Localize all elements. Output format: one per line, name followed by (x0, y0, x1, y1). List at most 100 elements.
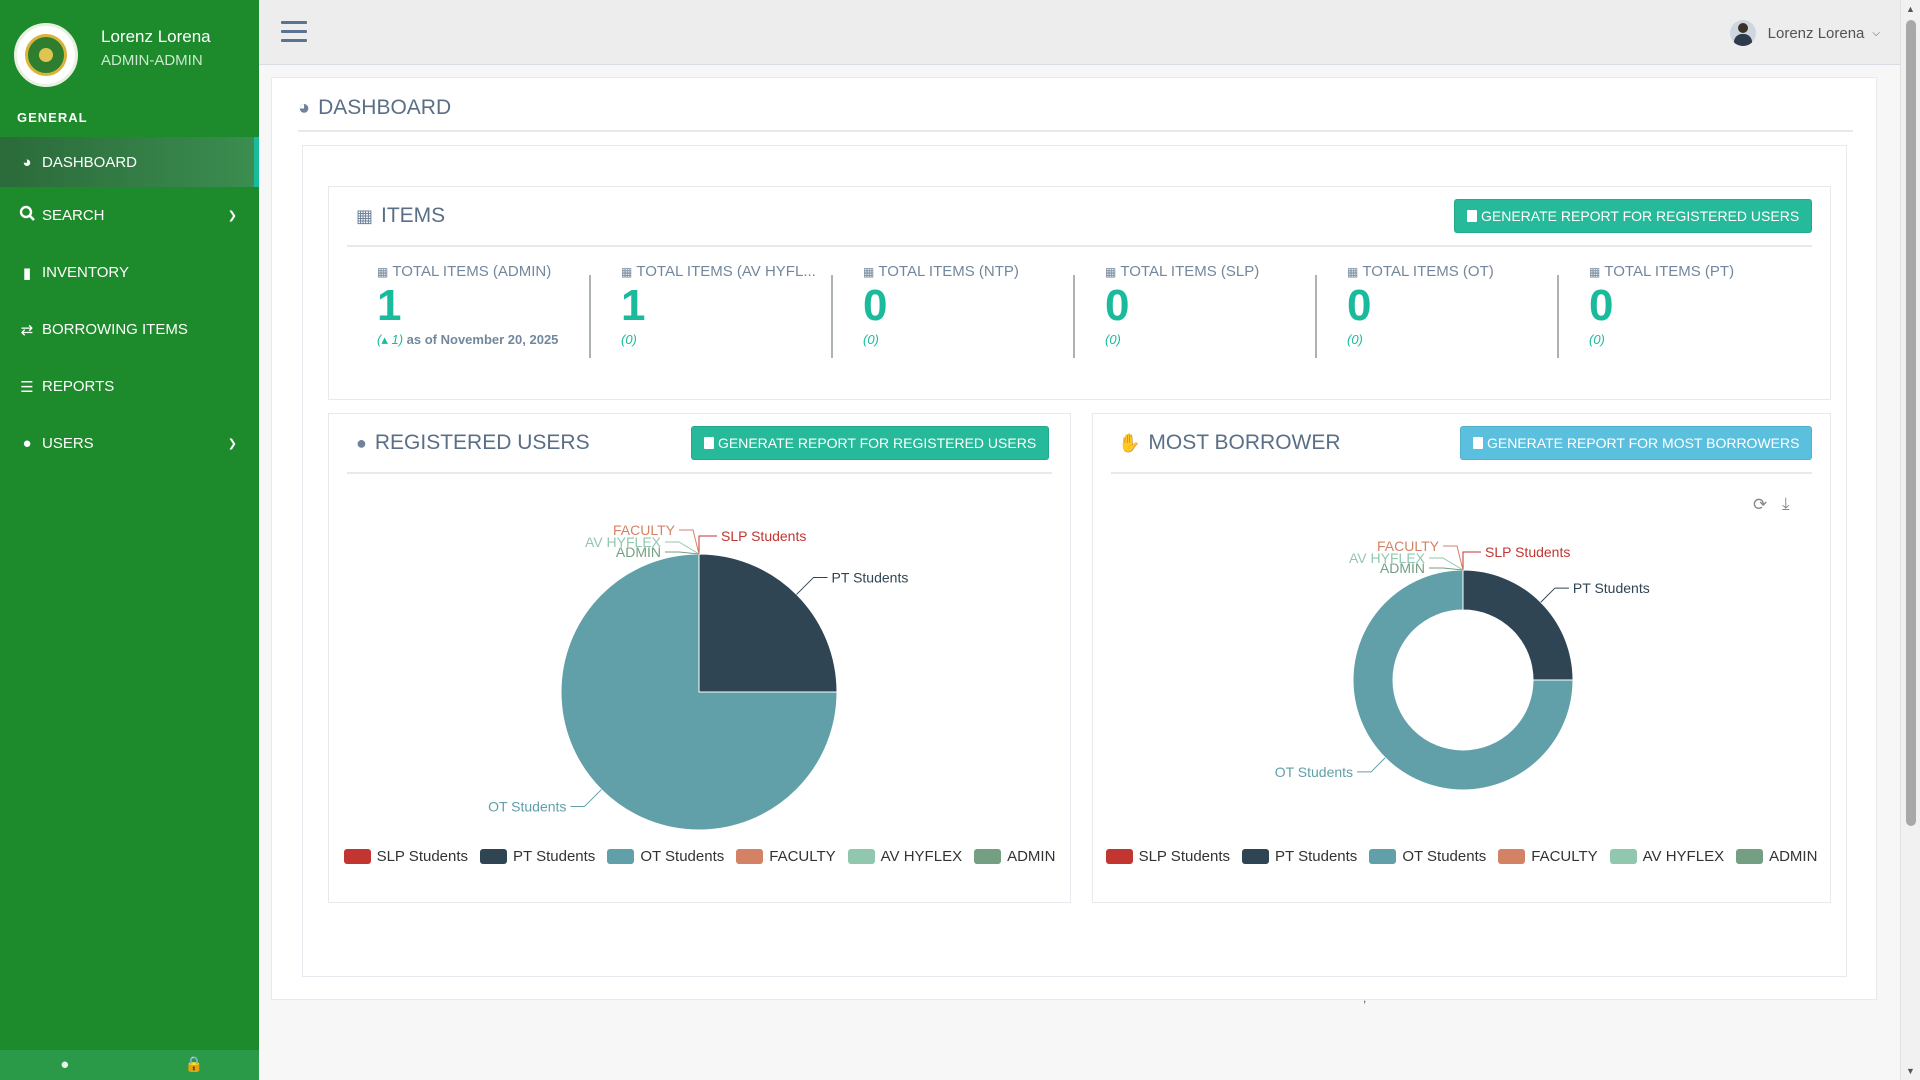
registered-users-title-text: REGISTERED USERS (374, 431, 590, 454)
legend-item[interactable]: SLP Students (1105, 848, 1231, 865)
school-logo (14, 23, 78, 87)
exchange-icon: ⇄ (20, 321, 34, 339)
stat-change: (0) (1589, 332, 1605, 347)
page-scrollbar[interactable]: ▲ ▼ (1900, 0, 1920, 1080)
legend-item[interactable]: PT Students (480, 848, 595, 865)
sidebar-item-users[interactable]: ● USERS ❯ (0, 415, 259, 472)
label-line (665, 551, 700, 555)
sidebar-footer: ● 🔒 (0, 1050, 259, 1080)
items-stats: ▦ TOTAL ITEMS (ADMIN) 1 (▴ 1) as of Novem… (347, 263, 1807, 358)
legend-item[interactable]: AV HYFLEX (847, 848, 962, 865)
button-label: GENERATE REPORT FOR REGISTERED USERS (1481, 208, 1800, 224)
sidebar-item-dashboard[interactable]: ◕ DASHBOARD (0, 137, 259, 187)
generate-report-items-button[interactable]: GENERATE REPORT FOR REGISTERED USERS (1454, 199, 1813, 233)
boxes-icon: ▦ (863, 264, 875, 279)
legend-item[interactable]: AV HYFLEX (1609, 848, 1724, 865)
legend-item[interactable]: OT Students (607, 848, 724, 865)
stat-label: ▦ TOTAL ITEMS (NTP) (863, 263, 1068, 280)
slice-label: PT Students (1573, 580, 1650, 596)
menu-toggle-icon[interactable] (281, 21, 307, 43)
slice-label: PT Students (832, 569, 909, 585)
stat-label-text: TOTAL ITEMS (PT) (1604, 263, 1735, 280)
stat-label: ▦ TOTAL ITEMS (OT) (1347, 263, 1552, 280)
stat-value: 1 (621, 281, 646, 330)
stat-value: 0 (863, 281, 888, 330)
stat-total-items-av-hyflex: ▦ TOTAL ITEMS (AV HYFL... 1 (0) (589, 263, 831, 358)
pie-slice-pt-students[interactable] (1462, 569, 1574, 681)
user-dropdown[interactable]: Lorenz Lorena ⌵ (1729, 20, 1880, 46)
scroll-thumb[interactable] (1906, 20, 1916, 826)
file-icon (1473, 437, 1483, 449)
label-line (1429, 557, 1464, 571)
legend-swatch (1498, 849, 1526, 864)
pie-slice-ot-students[interactable] (560, 553, 838, 831)
profile-icon[interactable]: ● (60, 1056, 70, 1073)
sidebar-nav: ◕ DASHBOARD SEARCH ❯ ▮ INVENTORY ⇄ BORRO… (0, 137, 259, 472)
slice-label: FACULTY (1377, 538, 1440, 554)
sidebar-item-label: REPORTS (42, 378, 115, 395)
file-icon (704, 437, 714, 449)
page-title-text: DASHBOARD (318, 96, 452, 119)
legend-label: SLP Students (1138, 848, 1231, 865)
legend-label: ADMIN (1769, 848, 1818, 865)
label-line (1540, 587, 1569, 603)
sidebar-item-inventory[interactable]: ▮ INVENTORY (0, 244, 259, 301)
label-line (1443, 545, 1464, 571)
generate-report-users-button[interactable]: GENERATE REPORT FOR REGISTERED USERS (691, 426, 1050, 460)
search-icon (18, 205, 36, 226)
stat-total-items-pt: ▦ TOTAL ITEMS (PT) 0 (0) (1557, 263, 1799, 358)
legend-item[interactable]: FACULTY (1498, 848, 1598, 865)
avatar (1729, 20, 1756, 46)
legend-label: OT Students (640, 848, 725, 865)
legend-item[interactable]: SLP Students (343, 848, 468, 865)
legend-swatch (343, 849, 371, 864)
refresh-icon[interactable]: ⟳ (1753, 495, 1768, 514)
legend-label: FACULTY (1531, 848, 1598, 865)
boxes-icon: ▦ (1347, 264, 1359, 279)
profile-role: ADMIN-ADMIN (101, 52, 203, 69)
stat-value: 0 (1105, 281, 1130, 330)
legend-item[interactable]: OT Students (1369, 848, 1486, 865)
divider (1111, 472, 1812, 474)
registered-users-legend: SLP Students PT Students OT Students FACULT… (329, 848, 1070, 865)
label-line (679, 529, 700, 555)
legend-swatch (1242, 849, 1270, 864)
legend-item[interactable]: ADMIN (1736, 848, 1817, 865)
divider (347, 472, 1052, 474)
stat-total-items-slp: ▦ TOTAL ITEMS (SLP) 0 (0) (1073, 263, 1315, 358)
chevron-down-icon: ❯ (227, 210, 237, 222)
sidebar-item-reports[interactable]: ☰ REPORTS (0, 358, 259, 415)
slice-label: SLP Students (721, 528, 806, 544)
legend-item[interactable]: ADMIN (974, 848, 1055, 865)
legend-swatch (847, 849, 875, 864)
pie-slice-pt-students[interactable] (698, 553, 838, 693)
registered-users-card: ● REGISTERED USERS GENERATE REPORT FOR R… (328, 413, 1071, 903)
handshake-icon: ✋ (1118, 432, 1141, 453)
legend-item[interactable]: PT Students (1242, 848, 1357, 865)
download-icon[interactable]: ⤓ (1782, 494, 1790, 513)
slice-label: ADMIN (616, 544, 661, 560)
chevron-down-icon: ⌵ (1872, 27, 1880, 39)
label-line (1429, 567, 1464, 571)
file-icon (1467, 210, 1477, 222)
profile-name: Lorenz Lorena (101, 27, 211, 46)
divider (298, 130, 1853, 132)
slice-label: AV HYFLEX (1349, 550, 1426, 566)
stat-change: (0) (1347, 332, 1363, 347)
sidebar-item-borrowing[interactable]: ⇄ BORROWING ITEMS (0, 301, 259, 358)
dashboard-body: ▦ ITEMS GENERATE REPORT FOR REGISTERED U… (302, 145, 1847, 977)
most-borrower-title-text: MOST BORROWER (1148, 431, 1341, 454)
generate-report-borrowers-button[interactable]: GENERATE REPORT FOR MOST BORROWERS (1460, 426, 1813, 460)
lock-icon[interactable]: 🔒 (184, 1056, 204, 1073)
pie-slice-ot-students[interactable] (1352, 569, 1574, 791)
stat-label-text: TOTAL ITEMS (SLP) (1120, 263, 1260, 280)
button-label: GENERATE REPORT FOR MOST BORROWERS (1487, 435, 1800, 451)
users-icon: ● (22, 435, 32, 452)
scroll-down-icon[interactable]: ▼ (1906, 1066, 1915, 1076)
legend-item[interactable]: FACULTY (736, 848, 836, 865)
chevron-down-icon: ❯ (227, 438, 237, 450)
sidebar-item-search[interactable]: SEARCH ❯ (0, 187, 259, 244)
users-icon: ● (356, 432, 367, 453)
legend-swatch (974, 849, 1002, 864)
scroll-up-icon[interactable]: ▲ (1906, 4, 1915, 14)
